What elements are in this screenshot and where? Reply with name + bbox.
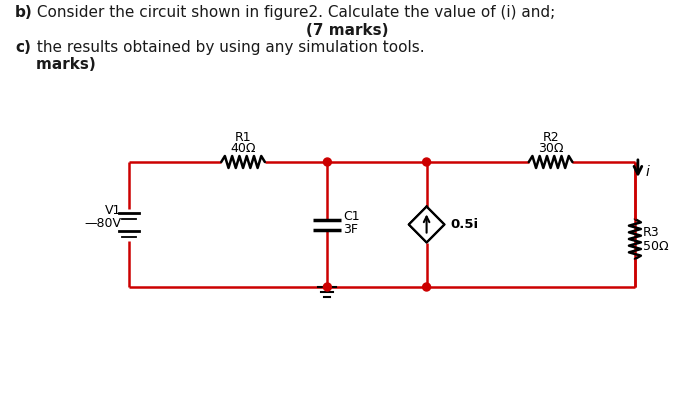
- Text: the results obtained by using any simulation tools.: the results obtained by using any simula…: [32, 40, 424, 55]
- Text: —80V: —80V: [84, 217, 121, 230]
- Polygon shape: [409, 206, 444, 243]
- Circle shape: [323, 158, 331, 166]
- Text: R2: R2: [542, 131, 559, 144]
- Text: 50Ω: 50Ω: [643, 239, 668, 252]
- Text: b): b): [15, 5, 33, 20]
- Text: V1: V1: [105, 204, 121, 217]
- Text: 3F: 3F: [343, 223, 358, 236]
- Circle shape: [423, 158, 430, 166]
- Text: R3: R3: [643, 227, 659, 239]
- Circle shape: [423, 283, 430, 291]
- Text: i: i: [646, 165, 650, 179]
- Text: marks): marks): [15, 57, 96, 72]
- Text: R1: R1: [234, 131, 251, 144]
- Text: 40Ω: 40Ω: [230, 142, 256, 155]
- Text: 30Ω: 30Ω: [538, 142, 564, 155]
- Text: 0.5i: 0.5i: [450, 218, 479, 231]
- Text: c): c): [15, 40, 31, 55]
- Text: (7 marks): (7 marks): [306, 23, 388, 38]
- Text: C1: C1: [343, 210, 360, 223]
- Text: Consider the circuit shown in figure2. Calculate the value of (i) and;: Consider the circuit shown in figure2. C…: [32, 5, 555, 20]
- Circle shape: [323, 283, 331, 291]
